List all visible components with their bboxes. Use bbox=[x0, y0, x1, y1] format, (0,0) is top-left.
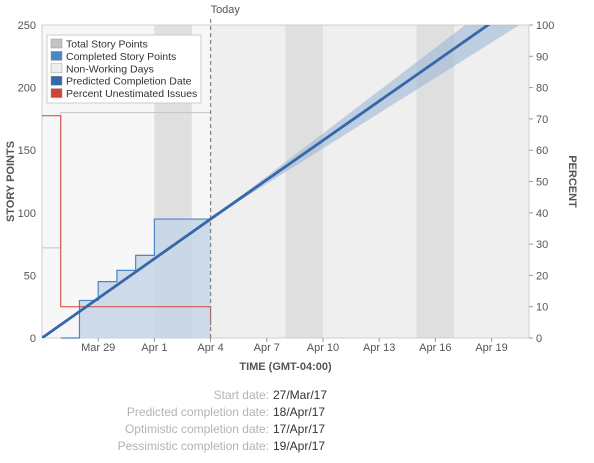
legend-label-completed-story-points: Completed Story Points bbox=[66, 51, 176, 63]
legend-label-total-story-points: Total Story Points bbox=[66, 39, 148, 51]
legend-label-non-working-days: Non-Working Days bbox=[66, 63, 154, 75]
optimistic-date-label: Optimistic completion date: bbox=[124, 421, 269, 436]
prediction-group bbox=[42, 25, 520, 338]
x-axis-label: TIME (GMT-04:00) bbox=[239, 361, 332, 373]
series-line-predicted-completion-date bbox=[42, 25, 491, 338]
y2-tick-30: 30 bbox=[536, 239, 548, 251]
pessimistic-date-label: Pessimistic completion date: bbox=[117, 438, 269, 453]
predicted-date-value: 18/Apr/17 bbox=[273, 404, 326, 419]
y-axis-label: STORY POINTS bbox=[5, 141, 17, 222]
axes: Today 0 50 100 150 200 250 0 10 20 30 40 50 60 70 80 90 1… bbox=[5, 4, 578, 373]
burnup-chart: Today 0 50 100 150 200 250 0 10 20 30 40 50 60 70 80 90 1… bbox=[5, 4, 578, 373]
x-tick-3: Apr 7 bbox=[254, 342, 280, 354]
legend-swatch-non-working-days bbox=[50, 63, 63, 74]
start-date-row: Start date: 27/Mar/17 bbox=[0, 386, 594, 403]
y2-tick-80: 80 bbox=[536, 83, 548, 95]
legend-swatch-total-story-points bbox=[50, 38, 63, 49]
pessimistic-date-row: Pessimistic completion date: 19/Apr/17 bbox=[0, 437, 594, 454]
non-working-band-1 bbox=[285, 25, 323, 338]
y2-tick-20: 20 bbox=[536, 270, 548, 282]
y2-tick-70: 70 bbox=[536, 114, 548, 126]
y2-tick-10: 10 bbox=[536, 302, 548, 314]
future-region bbox=[210, 25, 530, 338]
series-area-completed-story-points bbox=[60, 219, 211, 338]
x-tick-5: Apr 13 bbox=[363, 342, 395, 354]
y2-tick-0: 0 bbox=[536, 333, 542, 345]
x-tick-6: Apr 16 bbox=[419, 342, 451, 354]
start-date-value: 27/Mar/17 bbox=[273, 387, 328, 402]
optimistic-date-value: 17/Apr/17 bbox=[273, 421, 326, 436]
y-tick-100: 100 bbox=[18, 208, 36, 220]
predicted-date-label: Predicted completion date: bbox=[126, 404, 269, 419]
x-tick-1: Apr 1 bbox=[141, 342, 167, 354]
completion-dates: Start date: 27/Mar/17 Predicted completi… bbox=[0, 386, 594, 454]
y2-tick-40: 40 bbox=[536, 208, 548, 220]
series-layer bbox=[42, 19, 520, 339]
y2-tick-60: 60 bbox=[536, 145, 548, 157]
legend-box bbox=[46, 34, 202, 104]
y-tick-200: 200 bbox=[18, 83, 36, 95]
series-line-completed-story-points bbox=[60, 218, 211, 339]
optimistic-date-row: Optimistic completion date: 17/Apr/17 bbox=[0, 420, 594, 437]
legend-swatch-percent-unestimated-issues bbox=[50, 88, 63, 98]
predicted-date-row: Predicted completion date: 18/Apr/17 bbox=[0, 403, 594, 420]
y2-tick-100: 100 bbox=[536, 20, 554, 32]
legend-swatch-predicted-completion-date bbox=[50, 75, 63, 86]
y-tick-250: 250 bbox=[18, 20, 36, 32]
legend-label-percent-unestimated-issues: Percent Unestimated Issues bbox=[66, 88, 197, 100]
y-tick-150: 150 bbox=[18, 145, 36, 157]
y2-tick-50: 50 bbox=[536, 177, 548, 189]
start-date-label: Start date: bbox=[213, 387, 269, 402]
x-tick-4: Apr 10 bbox=[307, 342, 339, 354]
x-tick-7: Apr 19 bbox=[475, 342, 507, 354]
today-label: Today bbox=[211, 4, 241, 16]
y2-axis-label: PERCENT bbox=[566, 155, 578, 208]
x-tick-0: Mar 29 bbox=[81, 342, 115, 354]
y-tick-50: 50 bbox=[24, 270, 36, 282]
y2-tick-90: 90 bbox=[536, 51, 548, 63]
legend-label-predicted-completion-date: Predicted Completion Date bbox=[66, 76, 192, 88]
y-tick-0: 0 bbox=[30, 333, 36, 345]
chart-canvas: Today 0 50 100 150 200 250 0 10 20 30 40 50 60 70 80 90 1… bbox=[5, 4, 578, 373]
x-tick-2: Apr 4 bbox=[197, 342, 223, 354]
legend-swatch-completed-story-points bbox=[50, 51, 63, 61]
non-working-bands bbox=[41, 24, 530, 339]
prediction-confidence-band bbox=[210, 25, 520, 220]
pessimistic-date-value: 19/Apr/17 bbox=[273, 438, 326, 453]
